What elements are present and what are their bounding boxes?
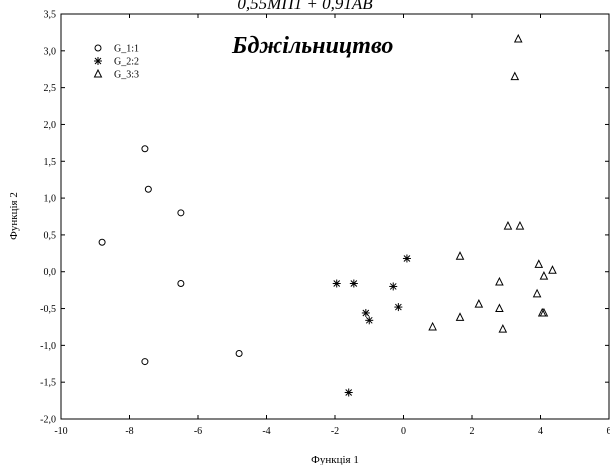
triangle-data-point: [455, 251, 465, 260]
triangle-data-point: [513, 33, 523, 43]
triangle-data-point: [503, 220, 513, 230]
triangle-data-point: [548, 265, 557, 274]
x-tick-label: 0: [401, 426, 406, 437]
triangle-data-point: [515, 220, 525, 230]
asterisk-data-point: [365, 316, 374, 325]
y-tick-label: 3,0: [44, 46, 57, 57]
x-tick-label: 2: [470, 426, 475, 437]
triangle-data-point: [474, 299, 484, 308]
y-tick-label: 1,5: [44, 157, 57, 168]
triangle-data-point: [495, 303, 504, 313]
asterisk-data-point: [361, 308, 370, 317]
y-tick-label: 1,0: [44, 194, 57, 205]
plot-frame: [60, 13, 610, 420]
triangle-data-point: [495, 276, 504, 286]
x-tick-label: 4: [538, 426, 543, 437]
circle-data-point: [235, 349, 243, 357]
legend-marker-circle: [94, 44, 102, 52]
triangle-data-point: [532, 288, 542, 298]
x-axis-label: Функція 1: [311, 454, 359, 465]
asterisk-data-point: [402, 254, 411, 263]
asterisk-data-point: [344, 388, 353, 397]
legend-marker-asterisk: [94, 57, 102, 65]
legend-marker-triangle: [93, 68, 103, 78]
y-tick-label: 0,5: [44, 230, 57, 241]
y-tick-label: 0,0: [44, 267, 57, 278]
triangle-data-point: [534, 259, 544, 268]
y-tick-label: 2,0: [44, 120, 57, 131]
chart-title: Бджільництво: [231, 33, 393, 59]
circle-data-point: [98, 238, 106, 246]
circle-data-point: [141, 145, 149, 153]
legend-label: G_2:2: [114, 57, 139, 68]
y-tick-label: 2,5: [44, 83, 57, 94]
legend-label: G_1:1: [114, 44, 139, 55]
y-axis-label: Функція 2: [8, 192, 20, 240]
y-tick-label: -0,5: [40, 304, 56, 315]
y-axis-ticks: -2,0 -1,5 -1,0 -0,5 0,0 0,5 1,0 1,5 2,0 2,5 3,0 3,5: [40, 10, 609, 426]
y-tick-label: -1,0: [40, 341, 56, 352]
triangle-data-point: [455, 312, 465, 321]
x-tick-label: -6: [194, 426, 202, 437]
asterisk-data-point: [349, 279, 358, 288]
asterisk-data-point: [394, 303, 403, 312]
x-tick-label: -8: [125, 426, 133, 437]
y-tick-label: 3,5: [44, 10, 57, 21]
y-tick-label: -2,0: [40, 415, 56, 426]
circle-data-point: [141, 358, 149, 366]
x-tick-label: -10: [54, 426, 67, 437]
asterisk-data-point: [389, 282, 398, 291]
x-tick-label: 6: [607, 426, 610, 437]
triangle-data-point: [539, 307, 549, 317]
x-tick-label: -2: [331, 426, 339, 437]
asterisk-data-point: [332, 279, 341, 288]
triangle-data-point: [428, 321, 437, 331]
data-points: [98, 33, 557, 397]
legend-label: G_3:3: [114, 70, 139, 81]
y-tick-label: -1,5: [40, 378, 56, 389]
triangle-data-point: [510, 71, 520, 81]
triangle-data-point: [539, 271, 549, 280]
x-tick-label: -4: [262, 426, 270, 437]
circle-data-point: [144, 185, 152, 193]
circle-data-point: [177, 280, 185, 288]
x-axis-ticks: -10 -8 -6 -4 -2 0 2 4 6: [54, 14, 610, 437]
legend: G_1:1 G_2:2 G_3:3: [93, 44, 139, 81]
circle-data-point: [177, 209, 185, 217]
triangle-data-point: [498, 324, 508, 333]
header-fragment: 0,55МП1 + 0,91АВ: [237, 0, 373, 13]
